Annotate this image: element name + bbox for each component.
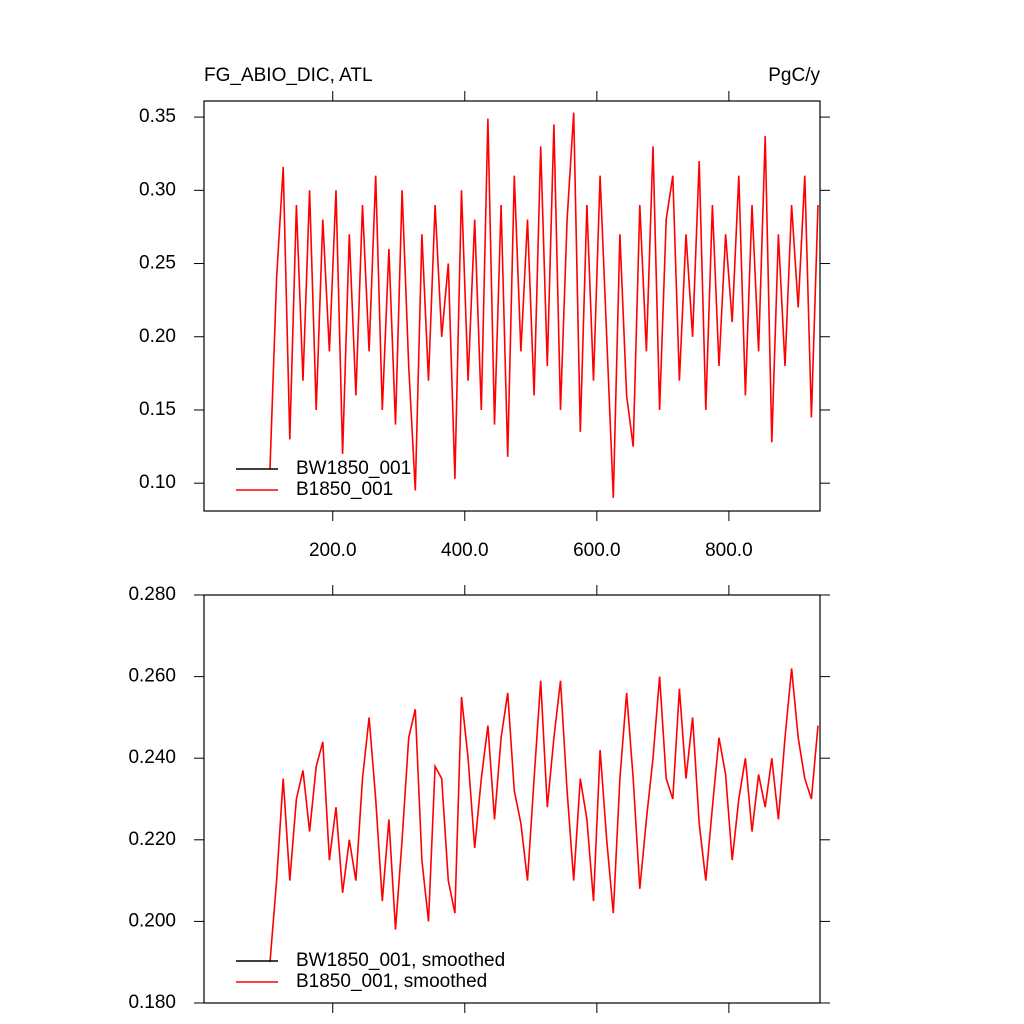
y-tick-label: 0.10 — [139, 472, 176, 493]
y-tick-label: 0.35 — [139, 106, 176, 127]
chart-title: FG_ABIO_DIC, ATL — [204, 65, 373, 86]
y-tick-label: 0.220 — [128, 829, 176, 850]
y-tick-label: 0.180 — [128, 992, 176, 1013]
units-label: PgC/y — [768, 65, 820, 86]
plot-frame — [203, 594, 821, 1004]
x-tick-label: 600.0 — [573, 540, 621, 561]
x-tick-label: 800.0 — [705, 540, 753, 561]
y-tick-label: 0.200 — [128, 910, 176, 931]
y-tick-label: 0.240 — [128, 747, 176, 768]
series-line — [269, 112, 819, 498]
x-tick-label: 200.0 — [309, 540, 357, 561]
y-tick-label: 0.15 — [139, 399, 176, 420]
y-tick-label: 0.260 — [128, 666, 176, 687]
series-line — [269, 668, 819, 963]
x-tick-label: 400.0 — [441, 540, 489, 561]
legend-label: BW1850_001 — [296, 458, 411, 479]
y-tick-label: 0.30 — [139, 179, 176, 200]
legend-label: B1850_001 — [296, 479, 393, 500]
legend-label: BW1850_001, smoothed — [296, 950, 505, 971]
plot-frame — [203, 100, 821, 512]
y-tick-label: 0.280 — [128, 584, 176, 605]
y-tick-label: 0.25 — [139, 253, 176, 274]
y-tick-label: 0.20 — [139, 326, 176, 347]
legend-label: B1850_001, smoothed — [296, 971, 487, 992]
